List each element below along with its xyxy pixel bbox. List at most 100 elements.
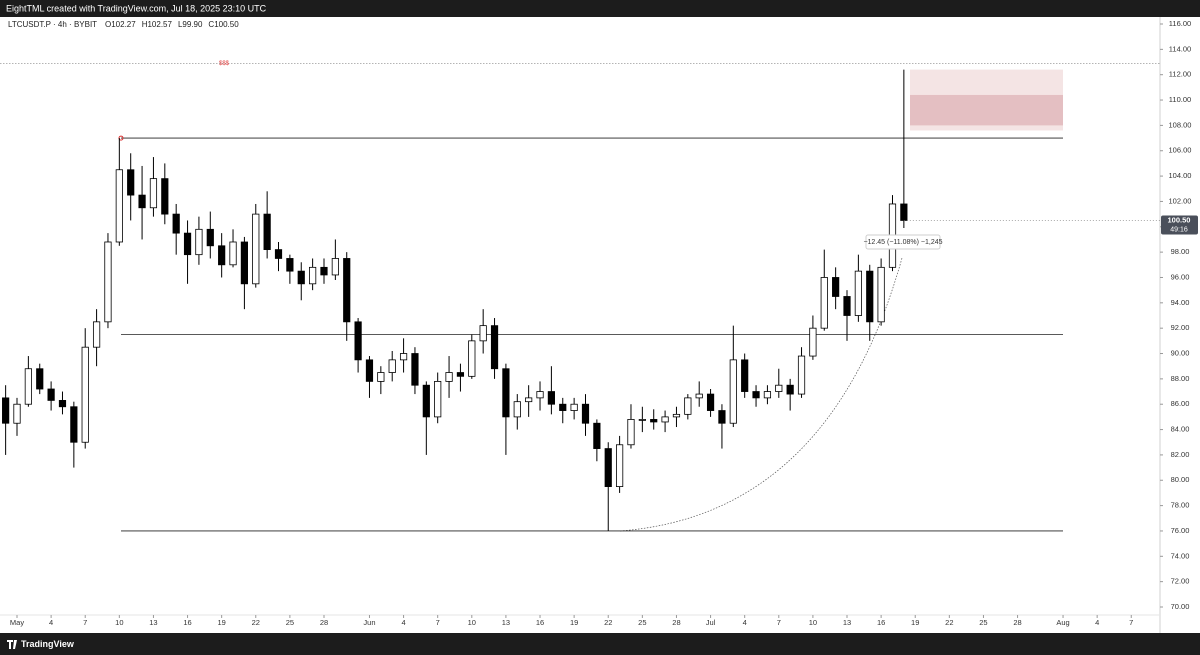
y-tick-label: 84.00 bbox=[1171, 425, 1190, 434]
candle-body bbox=[434, 381, 442, 418]
candle-body bbox=[877, 266, 885, 323]
x-tick-label: 22 bbox=[945, 618, 953, 627]
y-tick-label: 94.00 bbox=[1171, 298, 1190, 307]
candle-body bbox=[559, 403, 567, 411]
candle-body bbox=[638, 419, 646, 421]
x-tick-label: 25 bbox=[979, 618, 987, 627]
candle-body bbox=[127, 169, 135, 196]
arc bbox=[619, 257, 903, 532]
x-tick-label: 13 bbox=[149, 618, 157, 627]
candle-body bbox=[570, 403, 578, 411]
x-tick-label: Aug bbox=[1056, 618, 1069, 627]
candle-body bbox=[320, 266, 328, 276]
candle-body bbox=[47, 388, 55, 401]
candle-body bbox=[866, 270, 874, 323]
x-tick-label: 19 bbox=[911, 618, 919, 627]
y-tick-label: 82.00 bbox=[1171, 450, 1190, 459]
y-tick-label: 90.00 bbox=[1171, 349, 1190, 358]
liquidity-label: $$$ bbox=[219, 61, 230, 67]
candle-body bbox=[479, 325, 487, 342]
y-tick-label: 88.00 bbox=[1171, 374, 1190, 383]
y-tick-label: 76.00 bbox=[1171, 526, 1190, 535]
x-tick-label: 10 bbox=[809, 618, 817, 627]
x-tick-label: 7 bbox=[436, 618, 440, 627]
candle-body bbox=[900, 203, 908, 221]
x-tick-label: 13 bbox=[502, 618, 510, 627]
candle-body bbox=[581, 403, 590, 424]
candle-body bbox=[263, 213, 271, 250]
candle-body bbox=[672, 413, 681, 418]
candle-body bbox=[365, 359, 374, 382]
y-tick-label: 110.00 bbox=[1169, 95, 1191, 104]
y-tick-label: 108.00 bbox=[1169, 120, 1192, 129]
candle-body bbox=[854, 270, 862, 316]
footer-bar bbox=[0, 633, 1200, 655]
candle-body bbox=[24, 368, 32, 405]
x-tick-label: 4 bbox=[401, 618, 405, 627]
candle-body bbox=[525, 397, 533, 403]
candle-body bbox=[797, 355, 806, 395]
candle-body bbox=[218, 245, 226, 266]
top-bar bbox=[0, 0, 1200, 17]
y-tick-label: 78.00 bbox=[1171, 501, 1190, 510]
candle-body bbox=[309, 266, 317, 285]
candle-body bbox=[240, 241, 248, 285]
last-price-label: 100.50 bbox=[1168, 215, 1191, 224]
measure-label: −12.45 (−11.08%) −1,245 bbox=[863, 239, 942, 246]
candle-body bbox=[411, 353, 419, 386]
x-tick-label: 7 bbox=[83, 618, 87, 627]
candle-body bbox=[161, 178, 169, 215]
candle-body bbox=[832, 277, 840, 297]
y-tick-label: 70.00 bbox=[1171, 602, 1190, 611]
candle-body bbox=[627, 419, 635, 446]
candle-body bbox=[741, 359, 749, 392]
candle-body bbox=[843, 296, 851, 316]
candle-body bbox=[274, 249, 283, 259]
candle-body bbox=[445, 372, 453, 382]
candle-body bbox=[331, 258, 339, 276]
y-tick-label: 104.00 bbox=[1169, 171, 1192, 180]
ohlc-value: L99.90 bbox=[178, 20, 203, 29]
candle-body bbox=[456, 372, 465, 377]
y-tick-label: 102.00 bbox=[1169, 196, 1192, 205]
y-tick-label: 98.00 bbox=[1171, 247, 1190, 256]
y-tick-label: 74.00 bbox=[1171, 551, 1190, 560]
candle-body bbox=[593, 422, 601, 449]
y-tick-label: 72.00 bbox=[1171, 577, 1190, 586]
x-tick-label: 19 bbox=[570, 618, 578, 627]
candle-body bbox=[343, 258, 351, 323]
y-tick-label: 86.00 bbox=[1171, 399, 1190, 408]
candle-body bbox=[172, 213, 180, 234]
x-tick-label: 19 bbox=[217, 618, 225, 627]
x-tick-label: Jul bbox=[706, 618, 716, 627]
candle-body bbox=[718, 410, 726, 424]
x-tick-label: 16 bbox=[877, 618, 885, 627]
candle-body bbox=[81, 346, 89, 443]
candle-body bbox=[775, 384, 783, 392]
candle-body bbox=[502, 368, 510, 418]
candle-body bbox=[286, 258, 294, 272]
candle-body bbox=[422, 384, 430, 418]
candle-body bbox=[547, 391, 555, 405]
candle-body bbox=[820, 277, 828, 329]
candle-body bbox=[2, 397, 10, 424]
y-tick-label: 116.00 bbox=[1169, 19, 1191, 28]
candle-body bbox=[468, 340, 476, 377]
candle-body bbox=[354, 321, 362, 361]
candle-body bbox=[13, 403, 21, 424]
candle-body bbox=[536, 391, 544, 399]
candle-body bbox=[695, 393, 703, 399]
last-price-tag bbox=[1161, 215, 1198, 235]
candle-body bbox=[604, 448, 612, 487]
x-tick-label: 7 bbox=[777, 618, 781, 627]
x-tick-label: Jun bbox=[363, 618, 375, 627]
candle-body bbox=[763, 391, 772, 399]
x-tick-label: 4 bbox=[1095, 618, 1099, 627]
x-tick-label: 10 bbox=[468, 618, 476, 627]
symbol: LTCUSDT.P · 4h · BYBIT bbox=[8, 20, 97, 29]
candle-body bbox=[809, 327, 817, 357]
x-tick-label: 4 bbox=[49, 618, 53, 627]
header: EightTML created with TradingView.com, J… bbox=[6, 3, 267, 13]
y-tick-label: 112.00 bbox=[1169, 70, 1191, 79]
candle-body bbox=[206, 228, 214, 247]
